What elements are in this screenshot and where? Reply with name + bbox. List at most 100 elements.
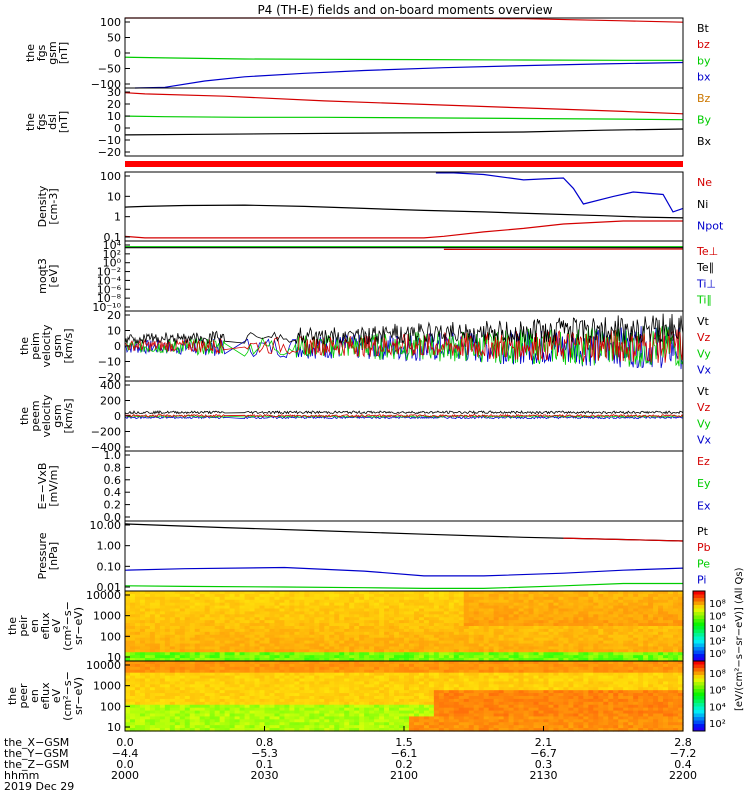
spectrogram-cell [428, 696, 435, 700]
spectrogram-cell [209, 593, 216, 598]
spectrogram-cell [423, 693, 430, 697]
spectrogram-cell [259, 707, 266, 712]
spectrogram-cell [244, 646, 251, 650]
spectrogram-cell [229, 602, 236, 607]
spectrogram-cell [214, 672, 221, 677]
spectrogram-cell [443, 681, 450, 685]
spectrogram-cell [648, 655, 654, 659]
spectrogram-cell [508, 655, 515, 659]
spectrogram-cell [125, 663, 131, 668]
spectrogram-cell [244, 649, 251, 653]
spectrogram-cell [404, 701, 410, 706]
spectrogram-cell [384, 669, 390, 674]
spectrogram-cell [678, 655, 684, 659]
spectrogram-cell [523, 620, 530, 624]
spectrogram-cell [274, 599, 281, 604]
spectrogram-cell [663, 602, 669, 607]
spectrogram-cell [214, 675, 221, 680]
spectrogram-cell [583, 599, 589, 604]
spectrogram-cell [533, 617, 540, 621]
spectrogram-cell [394, 593, 400, 598]
spectrogram-cell [214, 725, 221, 729]
spectrogram-cell [279, 658, 286, 662]
spectrogram-cell [234, 626, 241, 630]
spectrogram-cell [493, 669, 500, 674]
spectrogram-cell [294, 690, 300, 694]
spectrogram-cell [159, 661, 166, 665]
spectrogram-cell [229, 669, 236, 674]
spectrogram-cell [219, 658, 226, 662]
spectrogram-cell [264, 684, 271, 688]
spectrogram-cell [428, 684, 435, 688]
spectrogram-cell [164, 611, 171, 615]
spectrogram-cell [538, 666, 545, 671]
spectrogram-cell [408, 704, 415, 709]
spectrogram-cell [404, 728, 410, 732]
spectrogram-cell [673, 626, 679, 630]
spectrogram-cell [134, 725, 141, 729]
spectrogram-cell [344, 605, 350, 610]
spectrogram-cell [125, 591, 131, 595]
spectrogram-cell [144, 722, 151, 726]
spectrogram-cell [199, 620, 206, 624]
spectrogram-cell [144, 658, 151, 662]
spectrogram-cell [189, 690, 196, 694]
spectrogram-cell [668, 658, 674, 662]
spectrogram-cell [334, 614, 340, 618]
spectrogram-cell [394, 713, 400, 718]
spectrogram-cell [364, 693, 370, 697]
spectrogram-cell [463, 634, 470, 639]
spectrogram-cell [349, 663, 355, 668]
spectrogram-cell [129, 614, 136, 618]
spectrogram-cell [399, 614, 405, 618]
spectrogram-cell [144, 704, 151, 709]
spectrogram-cell [603, 599, 609, 604]
spectrogram-cell [244, 640, 251, 645]
spectrogram-cell [404, 704, 410, 709]
spectrogram-cell [189, 593, 196, 598]
spectrogram-cell [468, 722, 475, 726]
spectrogram-cell [468, 707, 475, 712]
spectrogram-cell [394, 681, 400, 685]
spectrogram-cell [279, 707, 286, 712]
spectrogram-cell [663, 605, 669, 610]
spectrogram-cell [433, 640, 440, 645]
spectrogram-cell [473, 658, 480, 662]
spectrogram-cell [583, 628, 589, 633]
spectrogram-cell [528, 655, 535, 659]
spectrogram-cell [673, 599, 679, 604]
spectrogram-cell [309, 698, 315, 703]
spectrogram-cell [254, 690, 261, 694]
spectrogram-cell [154, 669, 161, 674]
spectrogram-cell [418, 707, 425, 712]
spectrogram-cell [433, 617, 440, 621]
spectrogram-cell [239, 681, 246, 685]
spectrogram-cell [194, 602, 201, 607]
spectrogram-cell [159, 725, 166, 729]
spectrogram-cell [394, 649, 400, 653]
spectrogram-cell [239, 672, 246, 677]
spectrogram-cell [194, 620, 201, 624]
spectrogram-cell [234, 693, 241, 697]
spectrogram-cell [423, 631, 430, 636]
spectrogram-cell [588, 620, 594, 624]
spectrogram-cell [204, 725, 211, 729]
spectrogram-cell [339, 646, 345, 650]
spectrogram-cell [239, 611, 246, 615]
spectrogram-cell [663, 628, 669, 633]
spectrogram-cell [344, 634, 350, 639]
spectrogram-cell [453, 655, 460, 659]
spectrogram-cell [329, 593, 335, 598]
spectrogram-cell [553, 672, 560, 677]
spectrogram-cell [234, 620, 241, 624]
spectrogram-cell [463, 713, 470, 718]
spectrogram-cell [229, 605, 236, 610]
spectrogram-cell [533, 605, 540, 610]
spectrogram-cell [418, 687, 425, 691]
y-tick-label: 1 [114, 211, 121, 224]
panel-frame [124, 17, 684, 89]
spectrogram-cell [473, 591, 480, 595]
spectrogram-cell [349, 696, 355, 700]
spectrogram-cell [498, 634, 505, 639]
spectrogram-cell [369, 710, 375, 715]
